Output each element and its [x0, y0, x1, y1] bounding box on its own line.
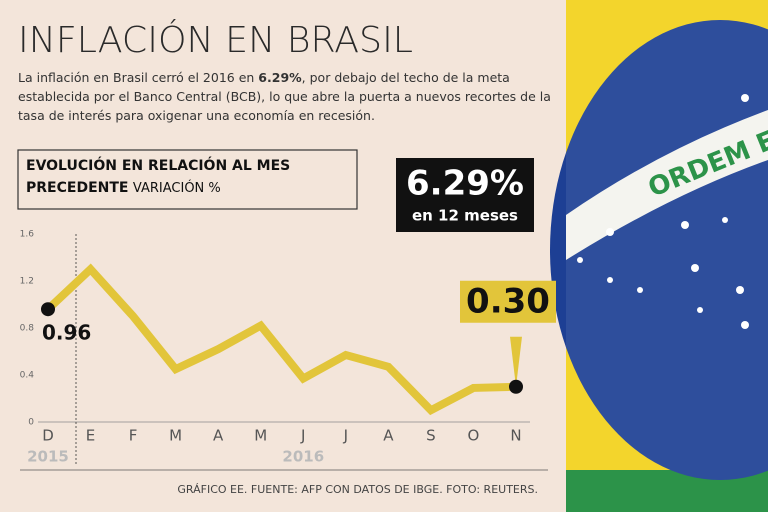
y-axis-label: VARIACIÓN %	[132, 181, 221, 196]
start-value-label: 0.96	[42, 321, 91, 345]
flag-photo: ORDEM E PRO	[550, 0, 768, 512]
callout-pointer	[510, 336, 522, 387]
y-tick-label: 1.6	[20, 230, 35, 240]
panel	[0, 0, 566, 512]
highlight-label: en 12 meses	[412, 207, 518, 225]
x-tick-label: J	[343, 427, 348, 445]
highlight-box	[396, 158, 534, 232]
x-tick-label: S	[426, 427, 436, 445]
title: INFLACIÓN EN BRASIL	[18, 19, 413, 61]
x-tick-label: E	[86, 427, 95, 445]
y-tick-label: 0.4	[20, 371, 35, 381]
description: La inflación en Brasil cerró el 2016 en …	[18, 68, 553, 125]
x-tick-label: F	[129, 427, 138, 445]
subtitle: EVOLUCIÓN EN RELACIÓN AL MES PRECEDENTE	[26, 158, 291, 196]
end-value-label: 0.30	[466, 281, 550, 321]
end-point	[509, 379, 523, 394]
x-tick-label: N	[510, 427, 521, 445]
subtitle-wrap: EVOLUCIÓN EN RELACIÓN AL MES PRECEDENTE …	[26, 158, 291, 196]
x-tick-label: D	[42, 427, 54, 445]
year-label: 2015	[27, 448, 69, 466]
subtitle-box	[17, 149, 358, 210]
x-tick-label: A	[213, 427, 224, 445]
highlight-value: 6.29%	[406, 164, 524, 204]
start-point	[41, 302, 55, 317]
y-tick-label: 0	[28, 418, 34, 428]
data-line	[45, 263, 517, 416]
source: GRÁFICO EE. FUENTE: AFP CON DATOS DE IBG…	[177, 483, 538, 496]
description-text: , por debajo del techo de la meta establ…	[18, 70, 551, 123]
x-tick-label: A	[383, 427, 394, 445]
x-tick-label: J	[300, 427, 305, 445]
y-tick-label: 0.8	[20, 324, 35, 334]
y-tick-label: 1.2	[20, 277, 34, 287]
x-tick-label: O	[468, 427, 480, 445]
callout-box	[460, 280, 556, 323]
description-text: La inflación en Brasil cerró el 2016 en	[18, 70, 259, 85]
description-bold: 6.29%	[258, 70, 302, 85]
x-tick-label: M	[169, 427, 182, 445]
description-box: La inflación en Brasil cerró el 2016 en …	[18, 68, 553, 125]
x-tick-label: M	[254, 427, 267, 445]
year-label: 2016	[282, 448, 324, 466]
